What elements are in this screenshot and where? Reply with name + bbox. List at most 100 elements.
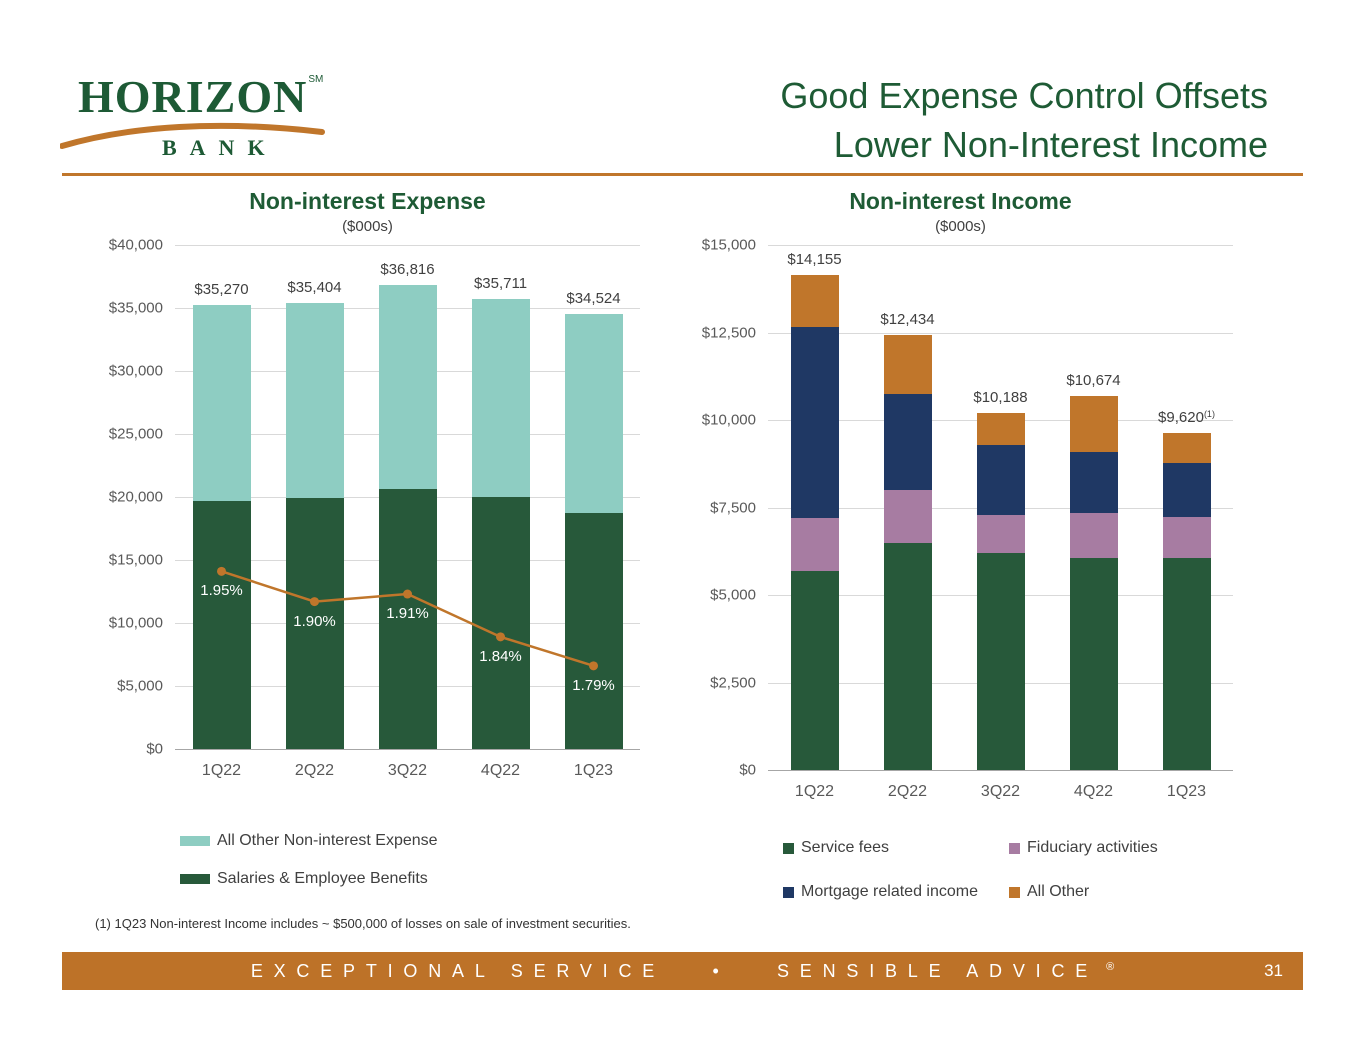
legend-item: Mortgage related income [783, 883, 1009, 901]
y-axis-tick-label: $20,000 [108, 488, 163, 506]
legend-swatch [783, 886, 794, 898]
x-axis-label: 3Q22 [980, 783, 1021, 800]
trend-point-label: 1.79% [572, 676, 615, 694]
bar-segment [883, 542, 932, 770]
registered-mark: ® [1106, 960, 1115, 973]
header-divider [62, 173, 1303, 176]
plot-area: $35,270 1Q22 $35,404 2Q22 $36,816 3Q22 $35,711… [175, 245, 640, 779]
legend: All Other Non-interest Expense Salaries &… [180, 832, 640, 888]
logo-bank-text: BANK [162, 135, 278, 160]
chart-title: Non-interest Expense [249, 188, 486, 214]
footer-tagline-text: EXCEPTIONAL SERVICE • SENSIBLE ADVICE [250, 960, 1099, 981]
bar-segment [1069, 558, 1118, 770]
logo-wordmark: HORIZONSM [78, 70, 338, 123]
bar-segment [976, 514, 1025, 553]
legend-item: All Other [1009, 883, 1233, 901]
slide-title-line2: Lower Non-Interest Income [833, 123, 1268, 165]
bar-segment [883, 393, 932, 490]
bar-segment [285, 302, 344, 499]
bar-segment [471, 299, 530, 497]
bar-segment [564, 513, 623, 749]
chart-body: $15,000 $12,500 $10,000 $7,500 $5,000 $2,500 $… [688, 237, 1233, 800]
legend-item: Service fees [783, 839, 1009, 857]
bar-total-label: $14,155 [787, 250, 842, 268]
y-axis-tick-label: $15,000 [108, 551, 163, 569]
x-axis-label: 3Q22 [387, 762, 428, 779]
bar-segment [1069, 396, 1118, 453]
bar-segment [790, 518, 839, 571]
logo-sm-mark: SM [308, 74, 324, 85]
bar-total-label: $10,188 [973, 389, 1028, 407]
legend-item: Fiduciary activities [1009, 839, 1233, 857]
gridline [175, 749, 640, 750]
bar-segment [790, 570, 839, 770]
y-axis-tick-label: $10,000 [108, 614, 163, 632]
y-axis-tick-label: $5,000 [710, 586, 756, 604]
y-axis-tick-label: $12,500 [701, 324, 756, 341]
bar-total-label: $12,434 [880, 310, 935, 328]
y-axis-tick-label: $2,500 [710, 674, 756, 691]
trend-point-label: 1.90% [293, 612, 336, 630]
bar-total-label: $35,270 [194, 280, 249, 298]
bar-segment [976, 553, 1025, 770]
bar-total-label: $35,711 [473, 275, 528, 293]
legend-label: Service fees [801, 839, 890, 856]
chart-body: $40,000 $35,000 $30,000 $25,000 $20,000 $15,0… [95, 237, 640, 779]
bar-segment [883, 490, 932, 543]
chart-noninterest-income: Non-interest Income ($000s) $15,000 $12,5… [688, 184, 1233, 901]
bar-segment [564, 314, 623, 514]
y-axis-tick-label: $10,000 [701, 411, 756, 429]
bar-segment [1162, 517, 1211, 559]
x-axis-label: 1Q22 [794, 783, 835, 800]
y-axis-tick-label: $30,000 [108, 362, 163, 380]
legend-label: Mortgage related income [801, 883, 978, 900]
slide-title-line1: Good Expense Control Offsets [780, 75, 1268, 116]
bar-total-label: $10,674 [1066, 372, 1121, 390]
bar-total-label: $34,524 [566, 290, 621, 307]
x-axis-label: 2Q22 [294, 762, 335, 779]
bar-segment [1069, 452, 1118, 514]
legend-item: All Other Non-interest Expense [180, 832, 640, 850]
legend-label: All Other Non-interest Expense [217, 832, 438, 849]
logo-swoosh-icon [60, 122, 325, 149]
y-axis-tick-label: $35,000 [108, 299, 163, 317]
x-axis-label: 1Q22 [201, 762, 242, 779]
legend-label: Fiduciary activities [1027, 839, 1158, 856]
gridline [768, 332, 1233, 334]
bar-segment [1162, 463, 1211, 518]
y-axis-tick-label: $25,000 [108, 425, 163, 443]
bar-total-label: $35,404 [287, 278, 342, 296]
chart-noninterest-expense: Non-interest Expense ($000s) $40,000 $35,… [95, 184, 640, 888]
horizon-bank-logo: HORIZONSM BANK [60, 70, 338, 170]
y-axis: $15,000 $12,500 $10,000 $7,500 $5,000 $2,500 $… [688, 237, 768, 779]
bar-segment [192, 500, 251, 749]
bar-segment [790, 327, 839, 518]
bar-segment [1162, 558, 1211, 770]
bar-segment [883, 334, 932, 394]
y-axis-tick-label: $40,000 [108, 236, 163, 254]
bar-segment [378, 285, 437, 490]
legend-swatch [783, 842, 794, 854]
legend-label: Salaries & Employee Benefits [217, 870, 428, 887]
y-axis-tick-label: $15,000 [701, 236, 756, 254]
x-axis-label: 2Q22 [887, 783, 928, 800]
chart-title: Non-interest Income [849, 188, 1072, 214]
trend-point-label: 1.95% [200, 582, 243, 600]
logo-horizon-text: HORIZON [78, 71, 308, 122]
bar-total-label: $9,620(1) [1158, 409, 1215, 427]
bar-segment [471, 497, 530, 749]
x-axis-label: 1Q23 [1166, 783, 1207, 800]
legend-swatch [180, 836, 210, 846]
legend-swatch [1009, 842, 1020, 854]
page-number: 31 [1264, 961, 1283, 980]
y-axis-tick-label: $5,000 [117, 677, 163, 695]
y-axis-tick-label: $0 [739, 761, 756, 779]
y-axis: $40,000 $35,000 $30,000 $25,000 $20,000 $15,0… [95, 237, 175, 758]
chart-subtitle: ($000s) [935, 218, 986, 235]
gridline [175, 245, 640, 246]
gridline [768, 770, 1233, 771]
footer-banner: EXCEPTIONAL SERVICE • SENSIBLE ADVICE ® 3… [62, 952, 1303, 990]
trend-point-label: 1.84% [479, 647, 522, 665]
chart-subtitle: ($000s) [342, 218, 393, 235]
